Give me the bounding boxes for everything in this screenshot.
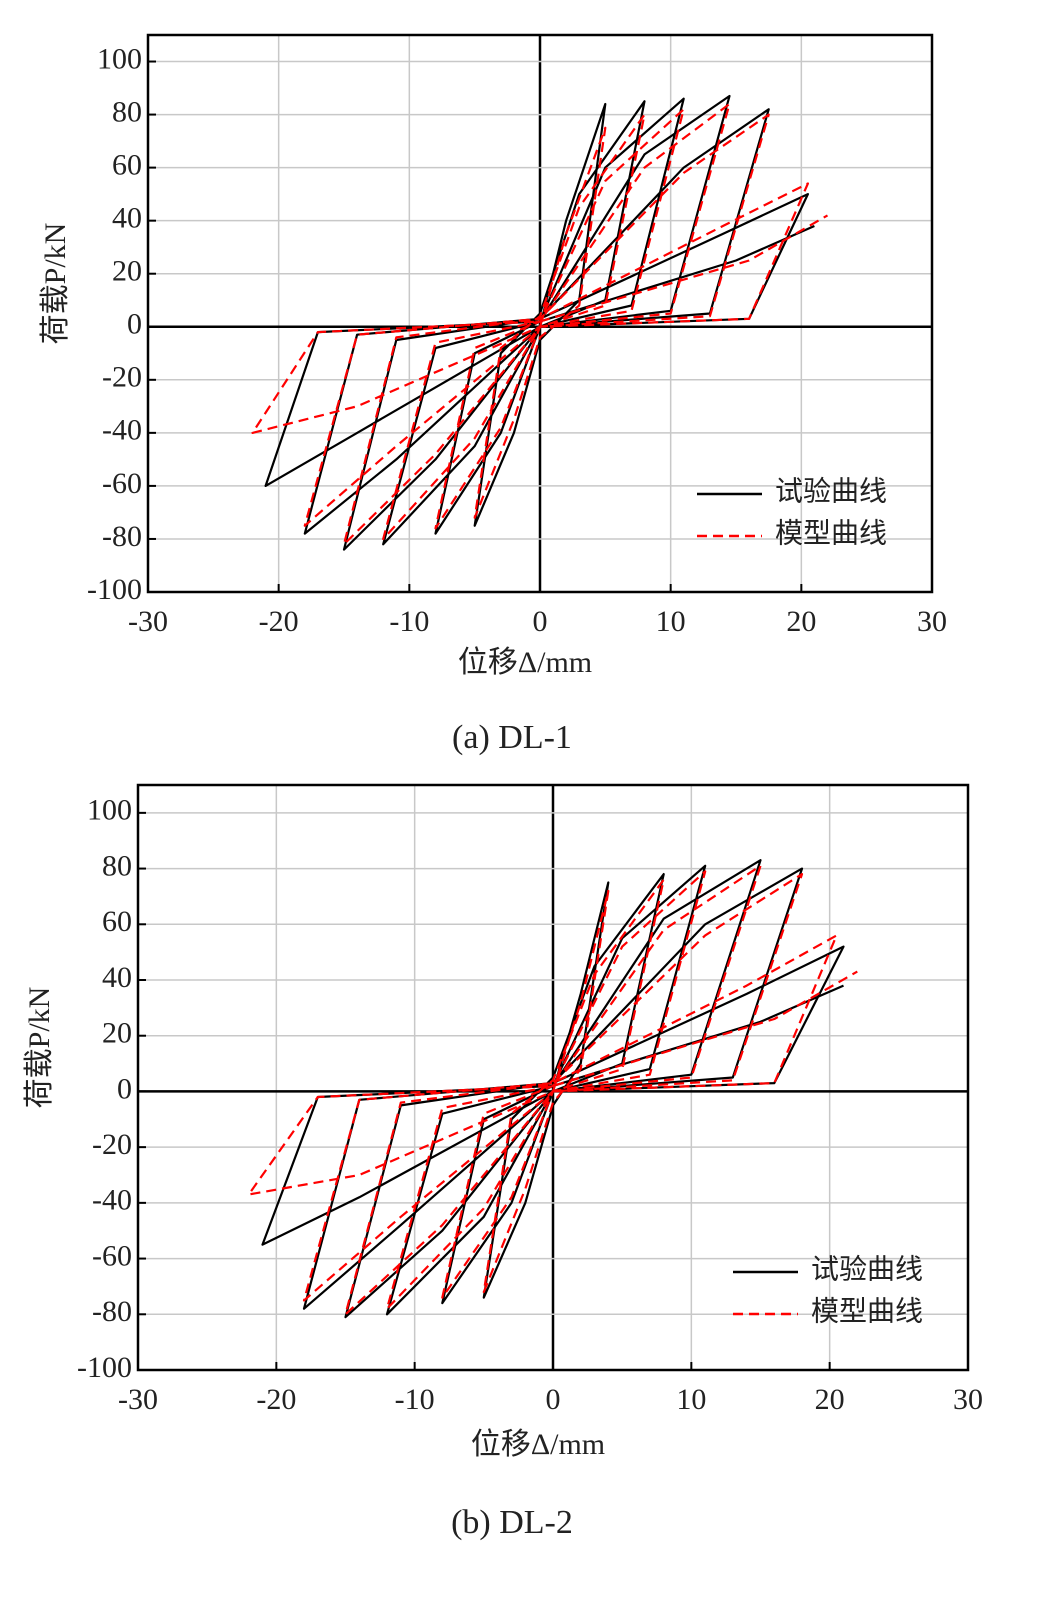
- y-tick-label: -20: [102, 361, 142, 394]
- series-line: [247, 864, 858, 1316]
- y-axis-label: 荷载P/kN: [39, 223, 72, 345]
- y-tick-label: 100: [87, 794, 132, 827]
- y-tick-label: 20: [112, 255, 142, 288]
- y-tick-label: 80: [112, 95, 142, 128]
- series-line: [261, 859, 845, 1319]
- x-tick-label: 0: [533, 605, 548, 638]
- x-tick-label: 20: [786, 605, 816, 638]
- series-line: [251, 102, 829, 546]
- y-tick-label: -80: [92, 1295, 132, 1328]
- y-tick-label: 0: [127, 308, 142, 341]
- y-tick-label: 20: [102, 1017, 132, 1050]
- caption: (b) DL-2: [451, 1504, 573, 1541]
- y-tick-label: 60: [112, 149, 142, 182]
- y-tick-label: -40: [92, 1184, 132, 1217]
- x-axis-label: 位移Δ/mm: [458, 646, 592, 679]
- y-tick-label: -80: [102, 520, 142, 553]
- x-tick-label: -30: [118, 1383, 158, 1416]
- y-tick-label: -100: [87, 573, 142, 606]
- x-tick-label: -20: [256, 1383, 296, 1416]
- x-tick-label: -20: [259, 605, 299, 638]
- plot-frame: [146, 33, 934, 594]
- x-tick-label: 30: [953, 1383, 983, 1416]
- x-tick-label: -30: [128, 605, 168, 638]
- x-tick-label: 30: [917, 605, 947, 638]
- caption: (a) DL-1: [452, 719, 572, 756]
- y-tick-label: -60: [102, 467, 142, 500]
- legend-label: 模型曲线: [775, 517, 887, 549]
- x-tick-label: 10: [656, 605, 686, 638]
- x-tick-label: 0: [546, 1383, 561, 1416]
- y-tick-label: -20: [92, 1128, 132, 1161]
- x-tick-label: 10: [676, 1383, 706, 1416]
- x-axis-label: 位移Δ/mm: [471, 1428, 605, 1461]
- y-tick-label: -40: [102, 414, 142, 447]
- y-tick-label: 100: [97, 42, 142, 75]
- x-tick-label: -10: [395, 1383, 435, 1416]
- y-tick-label: 60: [102, 905, 132, 938]
- y-tick-label: -100: [77, 1351, 132, 1384]
- y-tick-label: 40: [102, 961, 132, 994]
- x-tick-label: 20: [815, 1383, 845, 1416]
- series-line: [264, 94, 815, 551]
- y-tick-label: -60: [92, 1239, 132, 1272]
- y-tick-label: 80: [102, 849, 132, 882]
- y-tick-label: 0: [117, 1072, 132, 1105]
- legend-label: 试验曲线: [775, 475, 887, 507]
- plot-frame: [136, 783, 970, 1372]
- y-axis-label: 荷载P/kN: [23, 987, 56, 1109]
- legend-label: 模型曲线: [811, 1295, 923, 1327]
- y-tick-label: 40: [112, 202, 142, 235]
- legend-label: 试验曲线: [811, 1253, 923, 1285]
- x-tick-label: -10: [389, 605, 429, 638]
